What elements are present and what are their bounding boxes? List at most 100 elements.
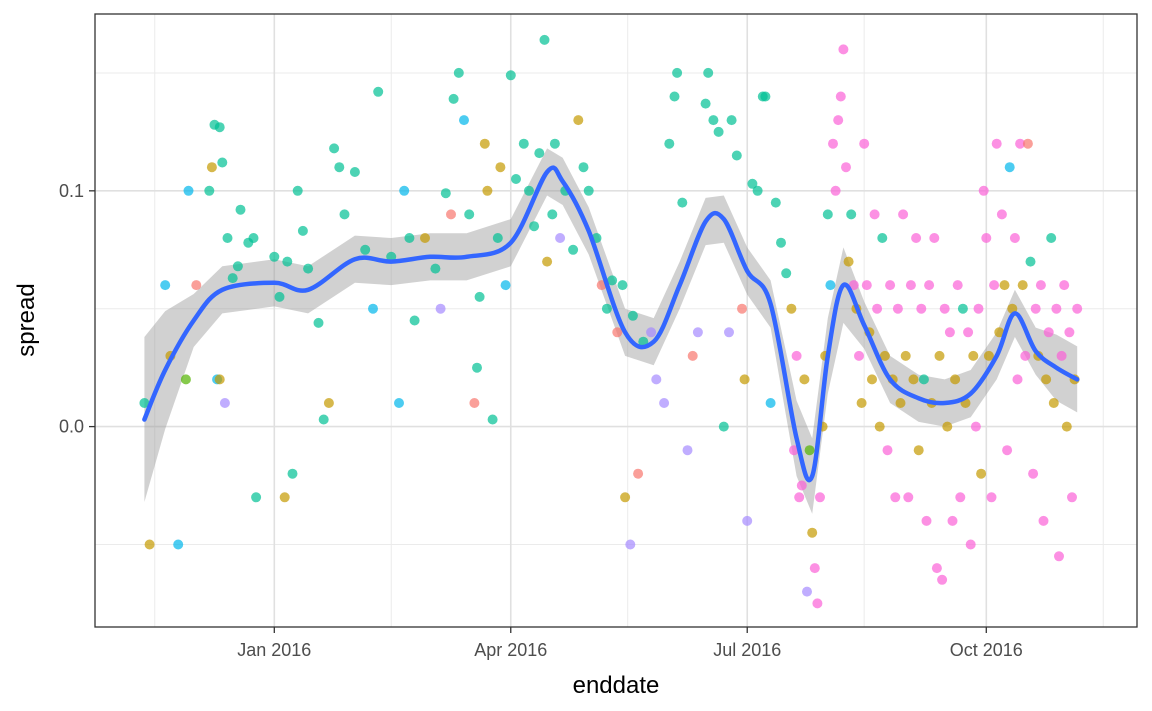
data-point: [430, 263, 441, 274]
data-point: [752, 185, 763, 196]
data-point: [453, 67, 464, 78]
data-point: [394, 398, 404, 408]
data-point: [334, 162, 345, 173]
data-point: [890, 492, 901, 503]
data-point: [765, 398, 776, 408]
x-tick-label: Apr 2016: [474, 640, 547, 660]
data-point: [183, 185, 194, 196]
data-point: [607, 275, 618, 286]
data-point: [879, 350, 890, 361]
data-point: [542, 256, 553, 267]
data-point: [1020, 350, 1031, 361]
data-point: [313, 317, 324, 328]
data-point: [843, 256, 854, 267]
data-point: [1056, 350, 1067, 361]
data-point: [970, 421, 981, 432]
data-point: [282, 256, 293, 267]
data-point: [846, 209, 857, 220]
data-point: [500, 280, 511, 291]
data-point: [651, 374, 662, 385]
data-point: [841, 162, 851, 173]
data-point: [807, 527, 818, 538]
data-point: [869, 209, 880, 220]
data-point: [206, 162, 217, 173]
data-point: [646, 327, 657, 338]
data-point: [479, 138, 490, 149]
data-point: [776, 237, 786, 248]
data-point: [1002, 445, 1013, 456]
data-point: [144, 539, 155, 550]
data-point: [459, 115, 469, 126]
data-point: [160, 280, 171, 291]
data-point: [1064, 327, 1075, 338]
data-point: [219, 398, 230, 408]
data-point: [921, 515, 932, 526]
data-point: [664, 138, 675, 149]
data-point: [703, 67, 714, 78]
x-tick-label: Jul 2016: [713, 640, 781, 660]
data-point: [1051, 303, 1062, 314]
data-point: [838, 44, 849, 55]
data-point: [222, 233, 233, 243]
data-point: [895, 398, 906, 408]
data-point: [435, 303, 446, 314]
data-point: [760, 91, 771, 102]
data-point: [796, 480, 807, 491]
y-tick-label: 0.0: [59, 417, 84, 437]
data-point: [908, 374, 919, 385]
data-point: [633, 468, 644, 479]
data-point: [713, 126, 724, 137]
data-point: [1004, 162, 1015, 173]
data-point: [911, 233, 922, 243]
data-point: [1015, 138, 1026, 149]
data-point: [217, 157, 228, 168]
data-point: [830, 185, 841, 196]
data-point: [918, 374, 929, 385]
smooth-line-layer: [142, 165, 1080, 483]
data-point: [981, 233, 992, 243]
data-point: [802, 586, 812, 597]
y-tick-label: 0.1: [59, 181, 84, 201]
data-point: [469, 398, 480, 408]
data-point: [511, 174, 521, 184]
data-point: [854, 350, 864, 361]
data-point: [991, 138, 1002, 149]
data-point: [739, 374, 750, 385]
data-point: [731, 150, 742, 161]
data-point: [916, 303, 927, 314]
data-point: [620, 492, 631, 503]
data-point: [349, 167, 360, 177]
data-point: [1035, 280, 1046, 291]
data-point: [986, 492, 997, 503]
data-point: [583, 185, 594, 196]
data-point: [404, 233, 415, 243]
data-point: [781, 268, 792, 279]
data-point: [297, 225, 308, 236]
data-point: [905, 280, 916, 291]
data-point: [318, 414, 329, 425]
data-point: [474, 291, 485, 302]
data-point: [989, 280, 1000, 291]
data-point: [809, 563, 820, 574]
data-point: [495, 162, 506, 173]
data-point: [877, 233, 888, 243]
data-point: [983, 350, 994, 361]
data-point: [1054, 551, 1064, 562]
data-point: [859, 138, 870, 149]
x-tick-label: Oct 2016: [950, 640, 1023, 660]
data-point: [578, 162, 589, 173]
data-point: [942, 421, 953, 432]
data-point: [861, 280, 872, 291]
data-point: [786, 303, 797, 314]
data-point: [947, 515, 958, 526]
data-point: [804, 445, 815, 456]
data-point: [1017, 280, 1028, 291]
data-point: [791, 350, 802, 361]
data-point: [822, 209, 833, 220]
data-point: [1028, 468, 1039, 479]
data-point: [505, 70, 516, 81]
x-axis: Jan 2016 Apr 2016 Jul 2016 Oct 2016: [237, 627, 1023, 660]
data-point: [874, 421, 885, 432]
data-point: [815, 492, 825, 503]
